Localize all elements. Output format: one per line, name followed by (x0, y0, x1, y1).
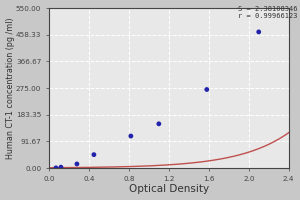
Point (204, 88, 209, 91)
Text: S = 2.38108346
r = 0.99966123: S = 2.38108346 r = 0.99966123 (238, 6, 297, 19)
Point (54, 166, 58, 169)
Point (128, 134, 133, 138)
Point (256, 30, 261, 34)
Point (58, 166, 63, 169)
Y-axis label: Human CT-1 concentration (pg /ml): Human CT-1 concentration (pg /ml) (6, 17, 15, 159)
Point (156, 122, 161, 125)
Point (92, 153, 96, 156)
Point (74, 162, 79, 166)
X-axis label: Optical Density: Optical Density (129, 184, 209, 194)
